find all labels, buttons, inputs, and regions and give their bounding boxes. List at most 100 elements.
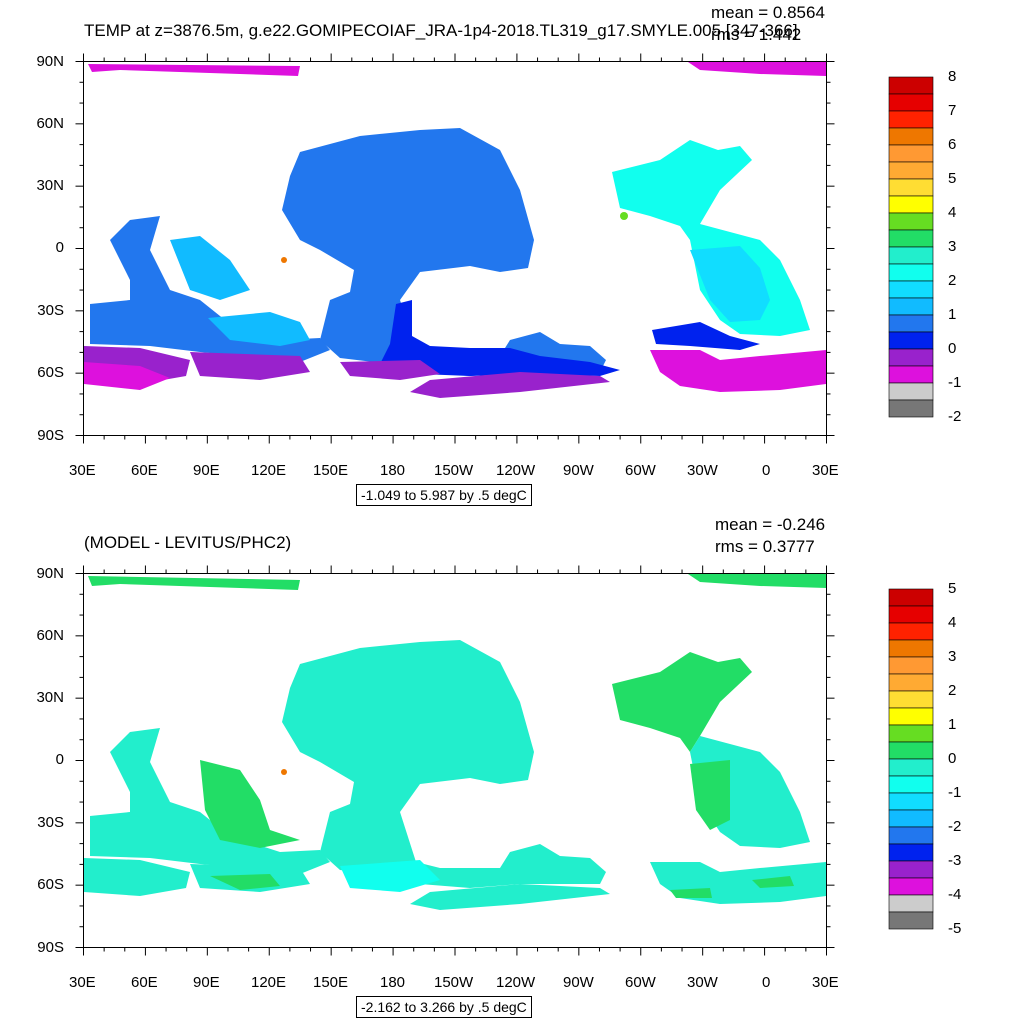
panel1-lon-label: 90E — [193, 462, 220, 479]
panel1-ticks — [75, 53, 835, 444]
panel1-colorbar — [888, 76, 934, 418]
panel1-so-magenta-east — [650, 350, 826, 392]
panel1-indian-core — [170, 236, 250, 300]
panel1-lon-label: 30W — [687, 462, 718, 479]
colorbar-swatch — [888, 144, 934, 163]
panel2-lon-label: 60W — [625, 974, 656, 991]
panel1-lon-label: 60W — [625, 462, 656, 479]
panel2-arctic-strip-east — [688, 574, 826, 588]
panel2-so-atlantic-green2 — [752, 876, 794, 888]
colorbar-swatch — [888, 246, 934, 265]
colorbar-swatch — [888, 297, 934, 316]
colorbar-swatch — [888, 93, 934, 112]
colorbar-label: 4 — [948, 204, 957, 221]
colorbar-label: -1 — [948, 374, 962, 391]
panel1-map — [84, 62, 826, 398]
panel1-pacific — [282, 128, 606, 376]
panel1-so-magenta-west — [84, 362, 170, 390]
panel1-spot-orange — [281, 257, 287, 263]
colorbar-swatch — [888, 894, 934, 913]
panel2-pacific — [282, 640, 606, 888]
panel1-lon-label: 150E — [313, 462, 349, 479]
panel1-so-purple-mid — [190, 352, 310, 380]
panel1-indian — [90, 216, 330, 362]
panel2-so-east — [410, 884, 610, 910]
colorbar-label: 5 — [948, 580, 957, 597]
colorbar-swatch — [888, 877, 934, 896]
panel1-spot-green — [620, 212, 628, 220]
panel2-pacific-south — [340, 860, 440, 892]
colorbar-label: 2 — [948, 272, 957, 289]
panel2-lon-label: 60E — [131, 974, 158, 991]
panel1-lat-label: 60S — [37, 364, 64, 381]
panel1-lat-label: 30S — [37, 302, 64, 319]
colorbar-swatch — [888, 229, 934, 248]
colorbar-label: 0 — [948, 750, 957, 767]
panel1-rms: rms = 1.442 — [711, 25, 802, 44]
panel2-lon-label: 90E — [193, 974, 220, 991]
panel2-indian-green — [200, 760, 300, 848]
panel2-lat-label: 0 — [55, 751, 64, 768]
panel2-colorbar — [888, 588, 934, 930]
panel2-lat-label: 30S — [37, 814, 64, 831]
panel2-title: (MODEL - LEVITUS/PHC2) — [84, 533, 292, 552]
colorbar-swatch — [888, 263, 934, 282]
panel1-atlantic — [612, 140, 810, 336]
panel1-lon-label: 120W — [496, 462, 536, 479]
colorbar-swatch — [888, 775, 934, 794]
colorbar-swatch — [888, 826, 934, 845]
colorbar-label: -2 — [948, 408, 962, 425]
colorbar-swatch — [888, 792, 934, 811]
colorbar-label: -5 — [948, 920, 962, 937]
colorbar-label: 7 — [948, 102, 957, 119]
panel2-lon-label: 30E — [69, 974, 96, 991]
panel2-so-west — [84, 858, 190, 896]
panel1-lat-label: 0 — [55, 239, 64, 256]
panel1-lon-label: 0 — [762, 462, 771, 479]
colorbar-label: 6 — [948, 136, 957, 153]
colorbar-swatch — [888, 860, 934, 879]
panel1-lon-label: 90W — [563, 462, 594, 479]
panel1-south-indian — [208, 312, 310, 346]
colorbar-swatch — [888, 212, 934, 231]
panel1-lon-label: 180 — [380, 462, 406, 479]
colorbar-swatch — [888, 76, 934, 95]
colorbar-label: 3 — [948, 238, 957, 255]
panel1-mean: mean = 0.8564 — [711, 3, 825, 22]
colorbar-label: 5 — [948, 170, 957, 187]
panel1-lon-label: 120E — [251, 462, 287, 479]
colorbar-swatch — [888, 622, 934, 641]
colorbar-swatch — [888, 758, 934, 777]
panel1-lon-label: 60E — [131, 462, 158, 479]
panel1-range-box: -1.049 to 5.987 by .5 degC — [356, 484, 532, 506]
colorbar-label: -1 — [948, 784, 962, 801]
colorbar-label: 0 — [948, 340, 957, 357]
colorbar-label: 1 — [948, 716, 957, 733]
panel1-so-purple-east — [410, 372, 610, 398]
panel2-arctic-strip-west — [88, 576, 300, 590]
colorbar-label: -4 — [948, 886, 962, 903]
colorbar-swatch — [888, 707, 934, 726]
colorbar-swatch — [888, 741, 934, 760]
panel1-lon-label: 30E — [812, 462, 839, 479]
panel2-lon-label: 30W — [687, 974, 718, 991]
colorbar-label: -3 — [948, 852, 962, 869]
panel2-indian — [90, 728, 330, 874]
colorbar-swatch — [888, 195, 934, 214]
panel2-range-box: -2.162 to 3.266 by .5 degC — [356, 996, 532, 1018]
panel2-lon-label: 90W — [563, 974, 594, 991]
panel1-title: TEMP at z=3876.5m, g.e22.GOMIPECOIAF_JRA… — [84, 21, 798, 40]
colorbar-swatch — [888, 314, 934, 333]
panel2-lat-label: 60N — [36, 627, 64, 644]
colorbar-swatch — [888, 911, 934, 930]
panel2-lon-label: 30E — [812, 974, 839, 991]
panel1-so-purple-pacific — [340, 360, 440, 380]
colorbar-swatch — [888, 331, 934, 350]
colorbar-swatch — [888, 673, 934, 692]
colorbar-swatch — [888, 161, 934, 180]
panel2-lon-label: 0 — [762, 974, 771, 991]
colorbar-label: 2 — [948, 682, 957, 699]
colorbar-label: 3 — [948, 648, 957, 665]
panel1-lat-label: 90S — [37, 427, 64, 444]
